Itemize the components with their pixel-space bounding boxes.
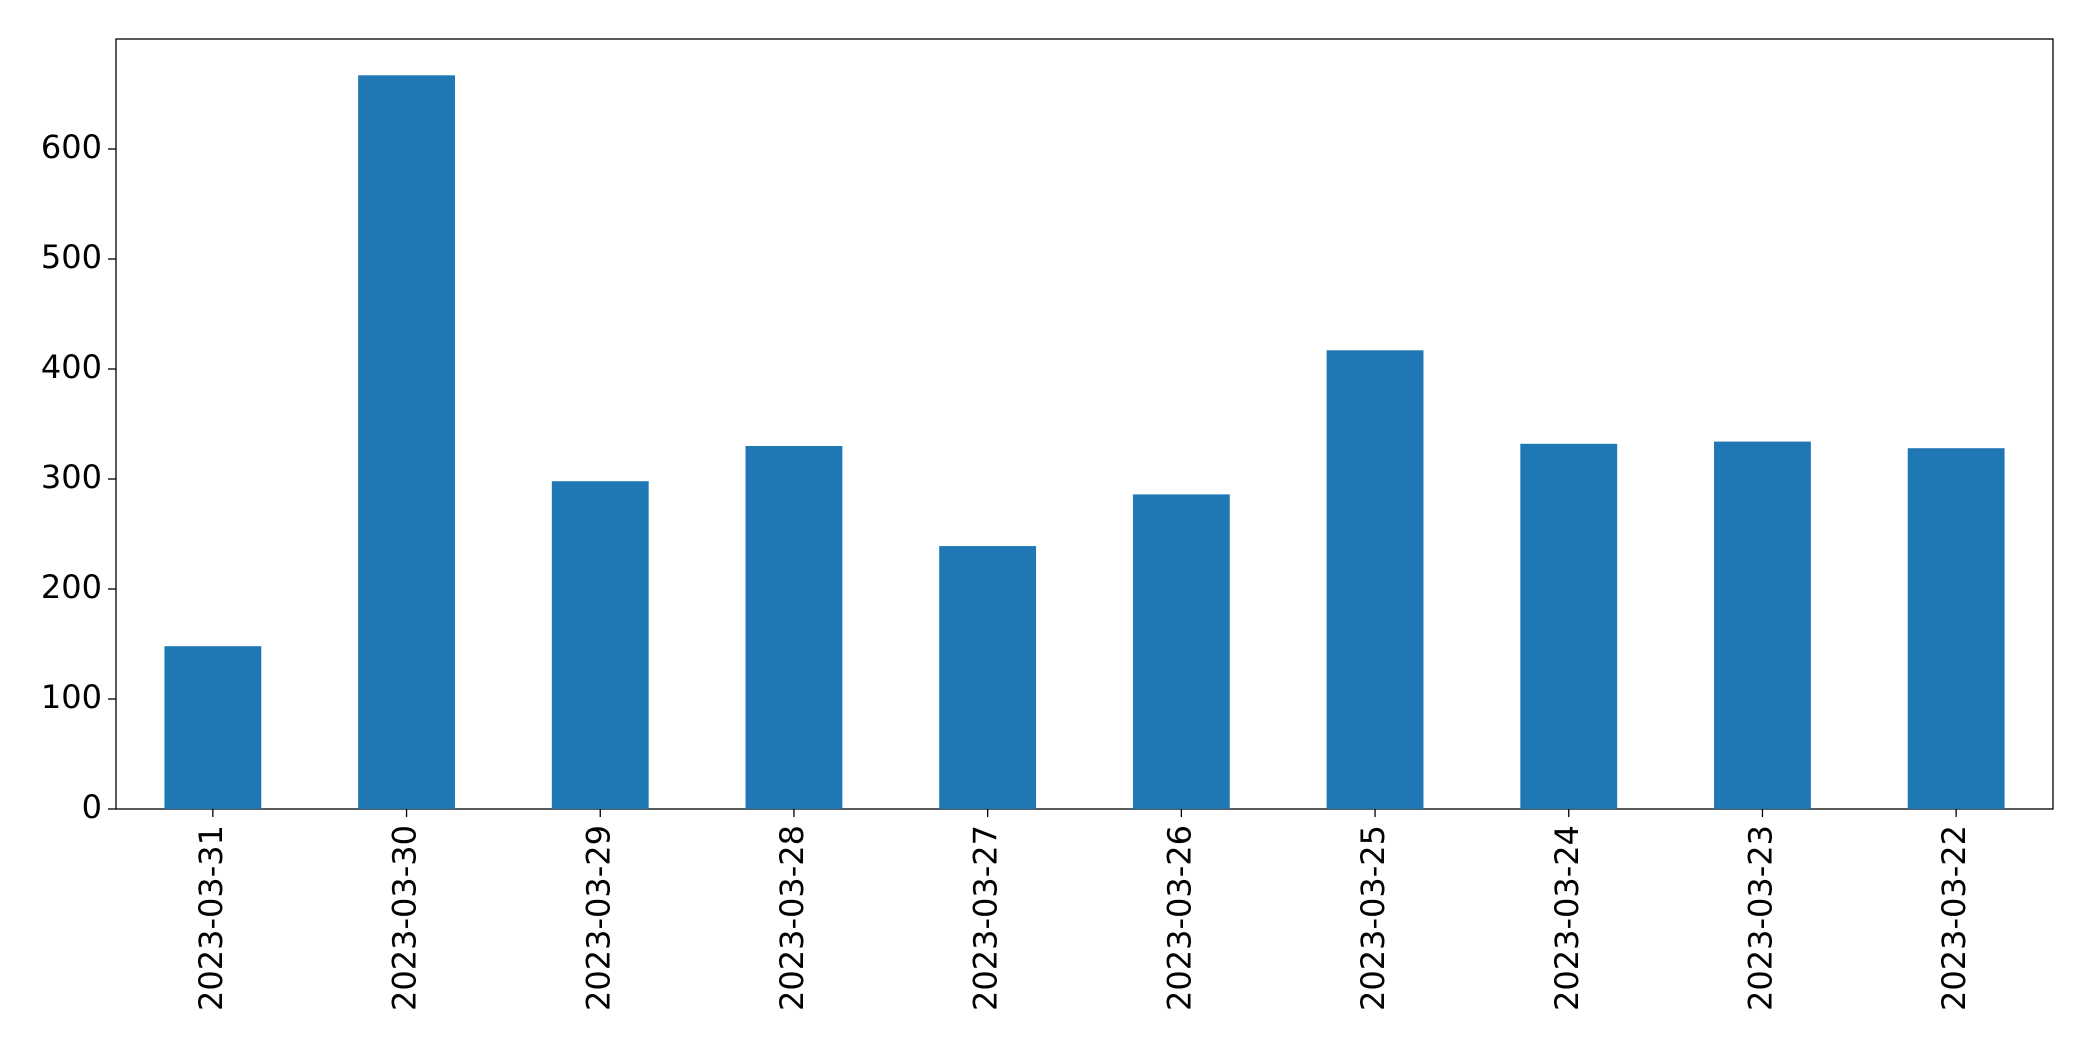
- y-tick-label: 600: [41, 128, 102, 166]
- bar: [1326, 350, 1424, 809]
- bar: [358, 75, 455, 810]
- plot-frame: [115, 38, 2054, 810]
- bar: [939, 546, 1037, 809]
- y-tick-label: 300: [41, 458, 102, 496]
- bar: [745, 446, 843, 809]
- y-tick-label: 500: [41, 238, 102, 276]
- x-tick-label: 2023-03-30: [386, 825, 424, 1011]
- bar: [164, 646, 262, 809]
- x-tick-label: 2023-03-31: [192, 825, 230, 1011]
- bar: [1714, 441, 1811, 809]
- bar: [1520, 443, 1618, 809]
- y-tick-label: 0: [82, 788, 102, 826]
- bar: [1907, 448, 2005, 809]
- x-tick-label: 2023-03-27: [967, 825, 1005, 1011]
- x-tick-label: 2023-03-25: [1354, 825, 1392, 1011]
- x-tick-label: 2023-03-23: [1741, 825, 1779, 1011]
- bar: [551, 481, 649, 809]
- x-tick-label: 2023-03-29: [579, 825, 617, 1011]
- y-tick-label: 100: [41, 678, 102, 716]
- x-tick-label: 2023-03-28: [773, 825, 811, 1011]
- y-tick-label: 200: [41, 568, 102, 606]
- y-tick-label: 400: [41, 348, 102, 386]
- x-tick-label: 2023-03-24: [1548, 825, 1586, 1011]
- x-tick-label: 2023-03-22: [1935, 825, 1973, 1011]
- bar: [1132, 494, 1230, 809]
- x-tick-label: 2023-03-26: [1160, 825, 1198, 1011]
